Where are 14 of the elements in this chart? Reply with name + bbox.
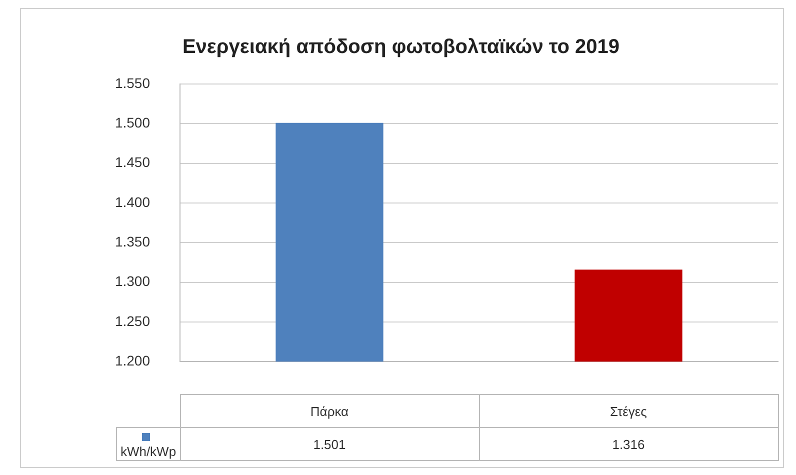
y-tick-label: 1.400: [114, 194, 150, 210]
chart-title: Ενεργειακή απόδοση φωτοβολταϊκών το 2019: [181, 36, 621, 59]
y-tick-label: 1.200: [114, 352, 150, 368]
data-label: 1.316: [479, 428, 778, 460]
y-tick-label: 1.550: [114, 74, 150, 91]
x-tick-label: Στέγες: [479, 394, 778, 428]
y-tick-label: 1.250: [114, 312, 150, 329]
y-tick-label: 1.350: [114, 233, 150, 250]
legend-label: kWh/kWp: [116, 428, 180, 460]
y-tick-label: 1.500: [114, 114, 150, 131]
y-tick-label: 1.300: [114, 273, 150, 290]
data-label: 1.501: [180, 428, 479, 460]
y-tick-label: 1.450: [114, 154, 150, 170]
x-tick-label: Πάρκα: [180, 394, 479, 428]
